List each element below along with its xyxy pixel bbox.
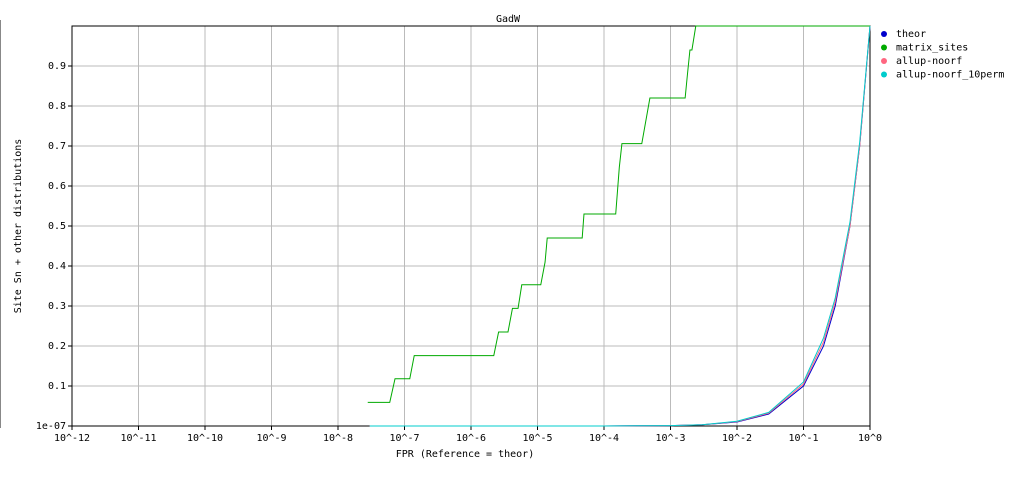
series-line — [367, 25, 870, 403]
x-tick-label: 10^-5 — [522, 433, 552, 444]
legend-marker — [881, 71, 887, 78]
y-tick-label: 0.6 — [48, 181, 66, 192]
legend-label: theor — [896, 29, 926, 40]
x-tick-label: 10^-11 — [120, 433, 156, 444]
y-tick-label: 0.4 — [48, 261, 66, 272]
chart-title: GadW — [496, 14, 521, 25]
x-tick-label: 10^-8 — [323, 433, 353, 444]
x-tick-label: 10^-7 — [389, 433, 419, 444]
x-tick-label: 10^-10 — [187, 433, 223, 444]
y-tick-label: 0.7 — [48, 141, 66, 152]
legend-label: allup-noorf_10perm — [896, 70, 1004, 81]
x-tick-label: 10^-3 — [655, 433, 685, 444]
legend-label: matrix_sites — [896, 43, 968, 54]
y-tick-label: 0.3 — [48, 301, 66, 312]
x-tick-label: 10^-1 — [788, 433, 818, 444]
y-tick-label: 0.8 — [48, 101, 66, 112]
y-tick-label: 0.5 — [48, 221, 66, 232]
y-tick-label: 0.1 — [48, 381, 66, 392]
x-tick-label: 10^0 — [858, 433, 882, 444]
x-tick-label: 10^-4 — [589, 433, 619, 444]
x-tick-label: 10^-2 — [722, 433, 752, 444]
legend-marker — [881, 58, 887, 64]
series-line — [369, 25, 871, 427]
x-tick-label: 10^-9 — [256, 433, 286, 444]
x-tick-label: 10^-6 — [456, 433, 486, 444]
legend-marker — [881, 44, 887, 51]
y-tick-label: 1e-07 — [36, 421, 66, 432]
y-tick-label: 0.2 — [48, 341, 66, 352]
x-tick-label: 10^-12 — [54, 433, 90, 444]
legend-label: allup-noorf — [896, 56, 962, 67]
y-tick-label: 0.9 — [48, 61, 66, 72]
x-axis-label: FPR (Reference = theor) — [396, 449, 534, 460]
y-axis-label: Site Sn + other distributions — [13, 139, 24, 314]
legend-marker — [881, 31, 887, 37]
